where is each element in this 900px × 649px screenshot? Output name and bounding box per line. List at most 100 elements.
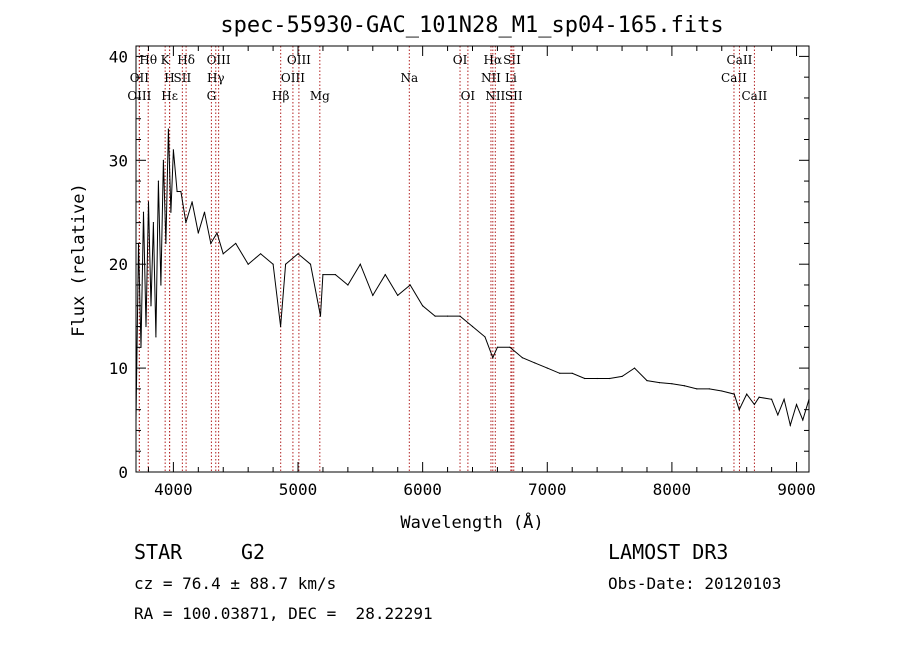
spectrum-point-48 (492, 357, 494, 359)
spectrum-point-52 (534, 362, 536, 364)
spectrum-point-5 (147, 201, 150, 203)
spectrum-line (135, 129, 810, 428)
line-label-26: CaII (741, 89, 767, 103)
line-label-17: OI (461, 89, 476, 103)
spectrum-point-27 (260, 253, 262, 255)
y-tick-label-1: 10 (109, 359, 128, 378)
spectrum-point-59 (621, 375, 623, 378)
spectrum-point-7 (152, 222, 155, 224)
line-label-9: Hγ (207, 71, 225, 85)
spectrum-point-3 (142, 211, 145, 213)
spectrum-point-19 (191, 201, 193, 203)
spectrum-point-9 (157, 180, 160, 182)
spectrum-point-53 (546, 367, 548, 369)
y-tick-label-4: 40 (109, 47, 128, 66)
spectrum-point-14 (170, 211, 172, 213)
spectrum-point-58 (608, 377, 611, 380)
line-label-18: NII (481, 71, 501, 85)
spectrum-point-45 (459, 315, 461, 317)
x-axis-label: Wavelength (Å) (400, 511, 543, 533)
spectrum-point-62 (658, 382, 661, 384)
line-label-24: CaII (721, 71, 747, 85)
spectrum-point-11 (162, 159, 165, 161)
spectrum-point-56 (584, 377, 586, 380)
spectrum-point-36 (347, 284, 349, 286)
spectrum-point-41 (409, 284, 411, 286)
spectrum-point-49 (496, 346, 499, 348)
spectrum-point-18 (185, 222, 187, 224)
spectrum-point-63 (671, 383, 673, 385)
line-label-6: Hδ (177, 53, 195, 67)
x-tick-label-0: 4000 (154, 480, 193, 499)
x-axis-ticks: 4000 5000 6000 7000 8000 9000 (147, 46, 816, 499)
spectral-subclass: G2 (241, 540, 266, 564)
spectrum-point-30 (284, 263, 287, 265)
y-axis-ticks: 0 10 20 30 40 (109, 47, 809, 482)
line-label-0: Hθ (139, 53, 157, 67)
chart-title: spec-55930-GAC_101N28_M1_sp04-165.fits (220, 13, 723, 38)
spectrum-point-20 (197, 232, 199, 234)
spectrum-point-39 (384, 273, 386, 276)
line-label-5: Hε (161, 89, 178, 103)
x-tick-label-1: 5000 (279, 480, 318, 499)
line-label-15: Na (400, 71, 418, 85)
spectrum-point-42 (422, 305, 424, 307)
spectrum-point-33 (319, 315, 322, 317)
spectrum-point-76 (789, 424, 791, 426)
y-tick-label-0: 0 (118, 463, 128, 482)
line-label-23: SII (505, 89, 523, 103)
spectrum-point-10 (160, 284, 162, 286)
spectrum-point-70 (746, 393, 748, 395)
spectrum-point-8 (155, 336, 157, 338)
spectrum-point-16 (176, 190, 178, 193)
spectrum-point-55 (571, 372, 573, 374)
spectrum-point-68 (733, 393, 735, 395)
y-tick-label-3: 30 (109, 151, 128, 170)
line-label-3: K (161, 53, 171, 67)
spectrum-point-15 (172, 149, 174, 151)
plot-frame (135, 45, 810, 473)
spectrum-point-65 (696, 388, 698, 390)
spectrum-point-37 (359, 263, 361, 265)
spectrum-point-54 (559, 372, 561, 374)
redshift-velocity: cz = 76.4 ± 88.7 km/s (134, 574, 337, 593)
y-axis-label: Flux (relative) (69, 183, 89, 337)
spectrum-point-77 (795, 403, 798, 406)
spectrum-point-38 (372, 294, 374, 296)
line-label-11: Hβ (272, 89, 289, 103)
line-label-13: OIII (287, 53, 311, 67)
spectrum-point-29 (279, 325, 282, 328)
spectrum-point-25 (235, 242, 237, 245)
spectrum-point-17 (180, 190, 182, 193)
spectrum-point-51 (521, 357, 523, 359)
line-label-12: OIII (281, 71, 305, 85)
line-label-10: G (207, 89, 217, 103)
line-label-20: Hα (484, 53, 503, 67)
object-type: STAR (134, 540, 183, 564)
spectrum-point-6 (150, 305, 152, 307)
spectrum-point-26 (247, 263, 249, 265)
spectrum-point-57 (596, 377, 598, 380)
spectrum-point-72 (758, 396, 760, 398)
spectrum-point-69 (738, 409, 740, 411)
spectrum-point-50 (509, 346, 511, 348)
spectrum-series (135, 128, 810, 428)
line-label-19: NII (485, 89, 505, 103)
line-label-22: Li (505, 71, 517, 85)
line-label-21: SII (503, 53, 521, 67)
x-tick-label-5: 9000 (777, 480, 816, 499)
line-label-25: CaII (727, 53, 753, 67)
line-label-16: OI (453, 53, 468, 67)
x-tick-label-3: 7000 (528, 480, 567, 499)
y-tick-label-2: 20 (109, 255, 128, 274)
spectrum-point-31 (297, 253, 299, 255)
spectrum-point-13 (167, 128, 170, 130)
spectrum-point-32 (309, 263, 312, 265)
observation-date: Obs-Date: 20120103 (608, 574, 782, 593)
spectrum-point-22 (210, 242, 212, 245)
line-label-8: OIII (207, 53, 231, 67)
line-label-7: SII (174, 71, 192, 85)
spectrum-point-47 (484, 336, 486, 338)
x-tick-label-2: 6000 (403, 480, 442, 499)
